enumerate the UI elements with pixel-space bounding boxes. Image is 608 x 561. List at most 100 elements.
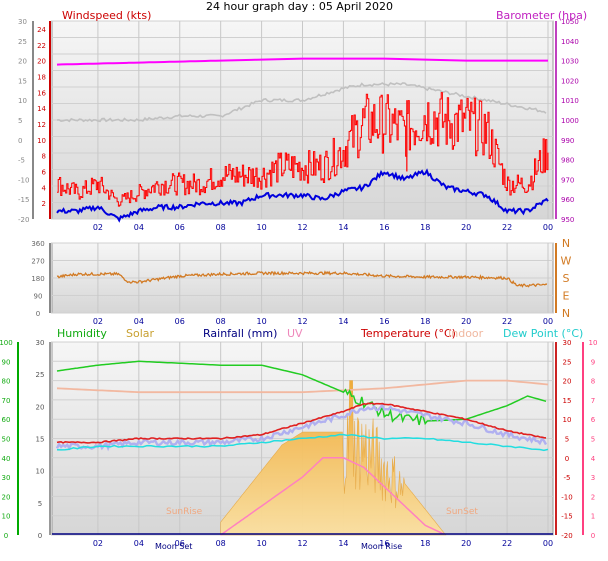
uv-label: UV: [287, 327, 303, 340]
barometer-line: [56, 57, 548, 66]
uv-tick: 6: [591, 416, 596, 424]
direction-panel-x-tick: 20: [461, 317, 471, 326]
wind-panel-x-tick: 12: [297, 223, 307, 232]
temp-panel-x-tick: 16: [379, 539, 389, 548]
wind-tick: 22: [37, 42, 46, 50]
baro-tick: 1000: [561, 117, 579, 125]
uv-tick: 7: [591, 397, 595, 405]
uv-tick: 2: [591, 493, 595, 501]
compass-label: E: [563, 290, 570, 303]
temperature-tick: 20: [563, 378, 572, 386]
wind-panel-x-tick: 04: [134, 223, 144, 232]
direction-panel-x-tick: 22: [502, 317, 512, 326]
direction-panel-x-tick: 06: [175, 317, 185, 326]
chart-title: 24 hour graph day : 05 April 2020: [206, 0, 393, 13]
grey-temp-tick: 10: [18, 97, 27, 105]
humidity-tick: 0: [4, 532, 8, 540]
humidity-tick: 50: [2, 436, 11, 444]
wind-tick: 6: [42, 168, 47, 176]
baro-axis-label: Barometer (hpa): [496, 9, 588, 22]
temperature-tick: 0: [565, 455, 569, 463]
direction-panel-x-tick: 12: [297, 317, 307, 326]
baro-tick: 980: [561, 157, 574, 165]
solar-tick: 20: [36, 403, 45, 411]
baro-tick: 1040: [561, 38, 579, 46]
baro-tick: 1010: [561, 97, 579, 105]
direction-tick: 0: [36, 310, 40, 318]
wind-tick: 10: [37, 137, 46, 145]
direction-tick: 360: [31, 240, 44, 248]
sunrise-label-top: SunRise: [166, 507, 203, 517]
wind-panel-x-tick: 08: [216, 223, 226, 232]
direction-panel-x-tick: 16: [379, 317, 389, 326]
dewpoint-label: Dew Point (°C): [503, 327, 584, 340]
wind-panel-x-tick: 14: [338, 223, 348, 232]
rainfall-label: Rainfall (mm): [203, 327, 278, 340]
temperature-label: Temperature (°C): [361, 327, 456, 340]
humidity-label: Humidity: [57, 327, 107, 340]
uv-line: [220, 457, 444, 536]
grey-temp-tick: 30: [18, 18, 27, 26]
wind-panel-x-tick: 18: [420, 223, 430, 232]
grey-temp-tick: 0: [18, 137, 22, 145]
temperature-tick: -20: [561, 532, 572, 540]
compass-label: N: [562, 237, 570, 250]
wind-tick: 20: [37, 58, 46, 66]
direction-panel-x-tick: 04: [134, 317, 144, 326]
temperature-tick: -15: [561, 513, 572, 521]
indoor-label: Indoor: [448, 327, 484, 340]
dewpoint-line: [56, 433, 549, 452]
compass-label: S: [563, 272, 570, 285]
grey-temp-tick: -20: [18, 216, 29, 224]
direction-tick: 90: [34, 293, 43, 301]
uv-tick: 0: [591, 532, 595, 540]
solar-tick: 30: [36, 339, 45, 347]
temperature-tick: 30: [563, 339, 572, 347]
temp-panel-x-tick: 18: [420, 539, 430, 548]
apparent-temperature-line: [55, 403, 548, 452]
solar-tick: 0: [38, 532, 42, 540]
temperature-grey-line: [56, 82, 547, 123]
temp-panel-x-tick: 12: [297, 539, 307, 548]
wind-panel-x-tick: 16: [379, 223, 389, 232]
humidity-tick: 80: [2, 378, 11, 386]
solar-label: Solar: [126, 327, 155, 340]
temp-panel-x-tick: 00: [543, 539, 553, 548]
uv-tick: 10: [589, 339, 598, 347]
sunset-label-top: SunSet: [446, 507, 478, 517]
temp-panel-x-tick: 04: [134, 539, 144, 548]
humidity-tick: 40: [2, 455, 11, 463]
grey-temp-tick: -15: [18, 196, 29, 204]
indoor-line: [56, 379, 549, 394]
wind-panel-x-tick: 06: [175, 223, 185, 232]
temp-panel-x-tick: 02: [93, 539, 103, 548]
wind-tick: 4: [42, 184, 47, 192]
humidity-tick: 20: [2, 493, 11, 501]
wind-direction-line: [56, 270, 548, 288]
baro-tick: 950: [561, 216, 574, 224]
wind-panel-x-tick: 10: [256, 223, 266, 232]
wind-tick: 24: [37, 26, 46, 34]
humidity-tick: 60: [2, 416, 11, 424]
wind-gust-line: [57, 92, 549, 207]
solar-tick: 15: [36, 436, 45, 444]
temp-panel-x-tick: 22: [502, 539, 512, 548]
wind-axis-label: Windspeed (kts): [62, 9, 152, 22]
grey-temp-tick: 25: [18, 38, 27, 46]
uv-tick: 4: [591, 455, 596, 463]
compass-label: N: [562, 307, 570, 320]
solar-tick: 10: [36, 468, 45, 476]
humidity-tick: 30: [2, 474, 11, 482]
wind-tick: 14: [37, 105, 46, 113]
direction-panel-x-tick: 00: [543, 317, 553, 326]
uv-tick: 8: [591, 378, 595, 386]
baro-tick: 960: [561, 196, 574, 204]
temp-panel-x-tick: 06: [175, 539, 185, 548]
direction-panel-x-tick: 14: [338, 317, 348, 326]
direction-panel-x-tick: 18: [420, 317, 430, 326]
temp-panel-x-tick: 20: [461, 539, 471, 548]
wind-panel-x-tick: 22: [502, 223, 512, 232]
wind-tick: 16: [37, 89, 46, 97]
grey-temp-tick: -10: [18, 176, 29, 184]
